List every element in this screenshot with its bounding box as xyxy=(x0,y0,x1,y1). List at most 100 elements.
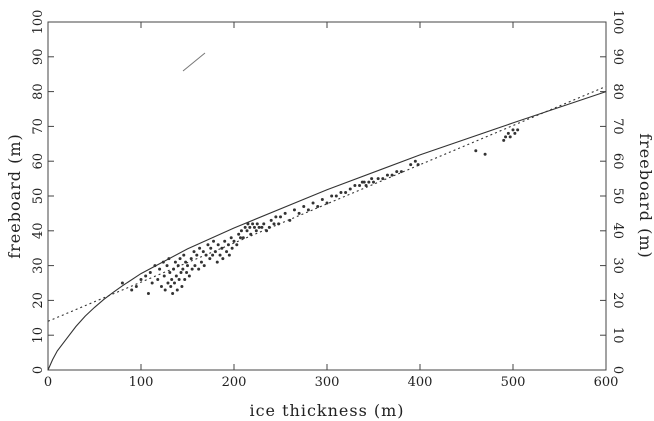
scatter-point xyxy=(139,278,143,282)
scatter-point xyxy=(187,274,191,278)
scatter-point xyxy=(206,243,210,247)
scatter-point xyxy=(182,253,186,257)
scatter-point xyxy=(508,135,512,139)
scatter-point xyxy=(186,264,189,268)
fit-lines xyxy=(47,85,607,371)
scatter-point xyxy=(316,204,320,208)
plot-area xyxy=(47,21,607,371)
scatter-point xyxy=(367,180,371,184)
scatter-point xyxy=(409,163,413,167)
scatter-point xyxy=(399,170,403,174)
scatter-point xyxy=(255,222,259,226)
scatter-point xyxy=(201,250,205,254)
scatter-point xyxy=(370,177,374,181)
y-tick-label-left: 10 xyxy=(31,327,46,344)
scatter-points xyxy=(120,128,520,295)
scatter-point xyxy=(156,278,160,282)
y-tick-label-left: 0 xyxy=(31,366,46,374)
scatter-point xyxy=(176,264,180,268)
y-tick-label-right: 80 xyxy=(610,83,625,100)
y-tick-label-right: 100 xyxy=(610,10,625,35)
scatter-point xyxy=(239,229,243,233)
scatter-point xyxy=(235,243,239,247)
y-tick-label-left: 30 xyxy=(31,257,46,274)
y-tick-label-left: 60 xyxy=(31,153,46,170)
scatter-point xyxy=(502,138,506,142)
scatter-point xyxy=(232,239,236,243)
scatter-point xyxy=(506,131,510,135)
scatter-point xyxy=(181,267,185,271)
scatter-point xyxy=(221,257,225,261)
scatter-point xyxy=(358,184,362,188)
y-tick-label-left: 50 xyxy=(31,188,46,205)
y-axis-left-ticks: 0 10 20 30 40 50 60 70 80 90 100 xyxy=(31,10,54,374)
y-tick-label-left: 40 xyxy=(31,223,46,240)
y-tick-label-left: 100 xyxy=(31,10,46,35)
scatter-point xyxy=(159,284,163,288)
scatter-point xyxy=(325,201,329,205)
scatter-point xyxy=(120,281,124,285)
linear-fit-dotted-line xyxy=(47,85,607,322)
y-axis-right-ticks: 0 10 20 30 40 50 60 70 80 90 100 xyxy=(600,10,625,374)
y-tick-label-right: 20 xyxy=(610,292,625,309)
scatter-point xyxy=(197,267,201,271)
scatter-point xyxy=(202,264,206,268)
scatter-point xyxy=(277,222,281,226)
scatter-point xyxy=(225,250,229,254)
scatter-point xyxy=(262,222,266,226)
y-tick-label-right: 10 xyxy=(610,327,625,344)
scatter-point xyxy=(226,243,230,247)
scatter-point xyxy=(169,284,173,288)
scatter-point xyxy=(161,260,165,264)
y-tick-label-right: 60 xyxy=(610,153,625,170)
scatter-point xyxy=(144,274,148,278)
scatter-point xyxy=(413,159,417,163)
scatter-point xyxy=(320,197,324,201)
scatter-point xyxy=(249,232,253,236)
scatter-point xyxy=(254,229,258,233)
scatter-point xyxy=(150,281,154,285)
scatter-point xyxy=(184,260,188,264)
scatter-point xyxy=(158,267,162,271)
scatter-point xyxy=(283,211,287,215)
scatter-point xyxy=(229,236,233,240)
scatter-point xyxy=(381,177,385,181)
scatter-point xyxy=(185,271,189,275)
y-tick-label-left: 90 xyxy=(31,49,46,66)
scatter-point xyxy=(330,194,334,198)
scatter-point xyxy=(213,250,217,254)
scatter-point xyxy=(243,225,247,229)
scatter-point xyxy=(302,204,306,208)
scatter-point xyxy=(251,222,255,226)
y-tick-label-left: 80 xyxy=(31,83,46,100)
scatter-point xyxy=(390,173,394,177)
model-curve-solid-line xyxy=(47,91,607,371)
scatter-point xyxy=(344,191,348,195)
scatter-point xyxy=(385,173,389,177)
scatter-point xyxy=(274,215,278,219)
scatter-point xyxy=(239,236,243,240)
scatter-point xyxy=(353,184,357,188)
scatter-point xyxy=(227,253,231,257)
scatter-point xyxy=(212,239,216,243)
scatter-point xyxy=(189,257,193,261)
scatter-point xyxy=(504,135,508,139)
scatter-point xyxy=(364,184,368,188)
scatter-point xyxy=(395,170,399,174)
scatter-point xyxy=(372,180,375,184)
scatter-point xyxy=(134,284,138,288)
scatter-point xyxy=(311,201,315,205)
scatter-point xyxy=(199,260,203,264)
y-axis-title-right: freeboard (m) xyxy=(636,133,654,259)
y-tick-label-right: 0 xyxy=(610,366,625,374)
scatter-point xyxy=(272,222,276,226)
scatter-point xyxy=(260,225,264,229)
scatter-point xyxy=(192,250,196,254)
scatter-point xyxy=(257,225,261,229)
x-axis-title: ice thickness (m) xyxy=(249,401,404,420)
scatter-point xyxy=(170,278,174,282)
scatter-point xyxy=(167,257,171,261)
scatter-point xyxy=(297,211,301,215)
scatter-point xyxy=(177,278,181,282)
scatter-point xyxy=(220,246,224,250)
